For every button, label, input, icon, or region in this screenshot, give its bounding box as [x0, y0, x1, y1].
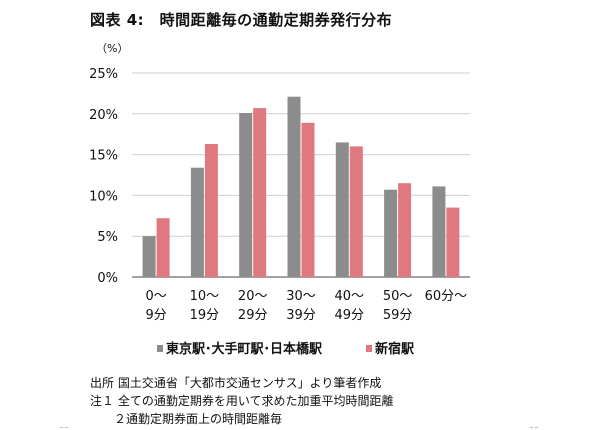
note-2: ２通勤定期券面上の時間距離毎	[90, 412, 283, 426]
bar-chart: （%） 25% 20% 15% 10% 5% 0% 0〜 9分 10〜 19分 20〜 29分 30〜…	[89, 42, 470, 357]
x-category-label: 0〜	[145, 289, 166, 304]
legend: 東京駅･大手町駅･日本橋駅 新宿駅	[157, 341, 415, 357]
bar-tokyo	[239, 113, 253, 277]
bar-shinjuku	[156, 218, 170, 277]
x-category-label: 50〜	[383, 289, 413, 304]
note-1: 注１ 全ての通勤定期券を用いて求めた加重平均時間距離	[90, 394, 394, 408]
x-category-label: 10〜	[190, 289, 220, 304]
gridlines	[132, 72, 470, 278]
legend-label: 東京駅･大手町駅･日本橋駅	[166, 341, 323, 357]
x-category-label: 59分	[383, 308, 413, 323]
y-tick-label: 5%	[97, 230, 118, 245]
x-category-label: 60分〜	[425, 289, 468, 304]
bar-shinjuku	[398, 183, 412, 277]
x-category-label: 40〜	[335, 289, 365, 304]
y-tick-labels: 25% 20% 15% 10% 5% 0%	[89, 67, 118, 286]
x-category-labels: 0〜 9分 10〜 19分 20〜 29分 30〜 39分 40〜 49分 50〜 59分 60分〜	[145, 289, 467, 323]
legend-label: 新宿駅	[375, 341, 415, 357]
corner-mark-right	[530, 423, 538, 428]
y-unit-label: （%）	[96, 42, 128, 55]
y-tick-label: 20%	[89, 108, 118, 123]
x-category-label: 20〜	[238, 289, 268, 304]
legend-swatch	[157, 345, 163, 352]
chart-title: 図表 4: 時間距離毎の通勤定期券発行分布	[90, 11, 393, 29]
bar-tokyo	[287, 96, 301, 277]
corner-mark-left	[60, 423, 68, 428]
y-tick-label: 10%	[89, 189, 118, 204]
bar-tokyo	[384, 189, 398, 277]
bar-shinjuku	[301, 122, 315, 277]
y-tick-label: 25%	[89, 67, 118, 82]
y-tick-label: 0%	[97, 271, 118, 286]
bar-shinjuku	[349, 146, 363, 277]
legend-swatch	[366, 345, 372, 352]
x-category-label: 49分	[335, 308, 365, 323]
x-category-label: 19分	[190, 308, 220, 323]
bar-shinjuku	[204, 144, 218, 277]
bar-shinjuku	[253, 108, 267, 277]
bar-tokyo	[432, 186, 446, 277]
x-category-label: 9分	[145, 308, 166, 323]
x-category-label: 39分	[286, 308, 316, 323]
y-tick-label: 15%	[89, 149, 118, 164]
x-category-label: 29分	[238, 308, 268, 323]
x-category-label: 30〜	[286, 289, 316, 304]
bar-shinjuku	[446, 207, 460, 277]
bar-tokyo	[335, 142, 349, 277]
notes: 出所 国土交通省「大都市交通センサス」より筆者作成 注１ 全ての通勤定期券を用い…	[90, 374, 393, 428]
bar-tokyo	[142, 236, 156, 277]
bar-tokyo	[190, 167, 204, 277]
bars	[142, 96, 460, 277]
source-note: 出所 国土交通省「大都市交通センサス」より筆者作成	[90, 376, 382, 390]
